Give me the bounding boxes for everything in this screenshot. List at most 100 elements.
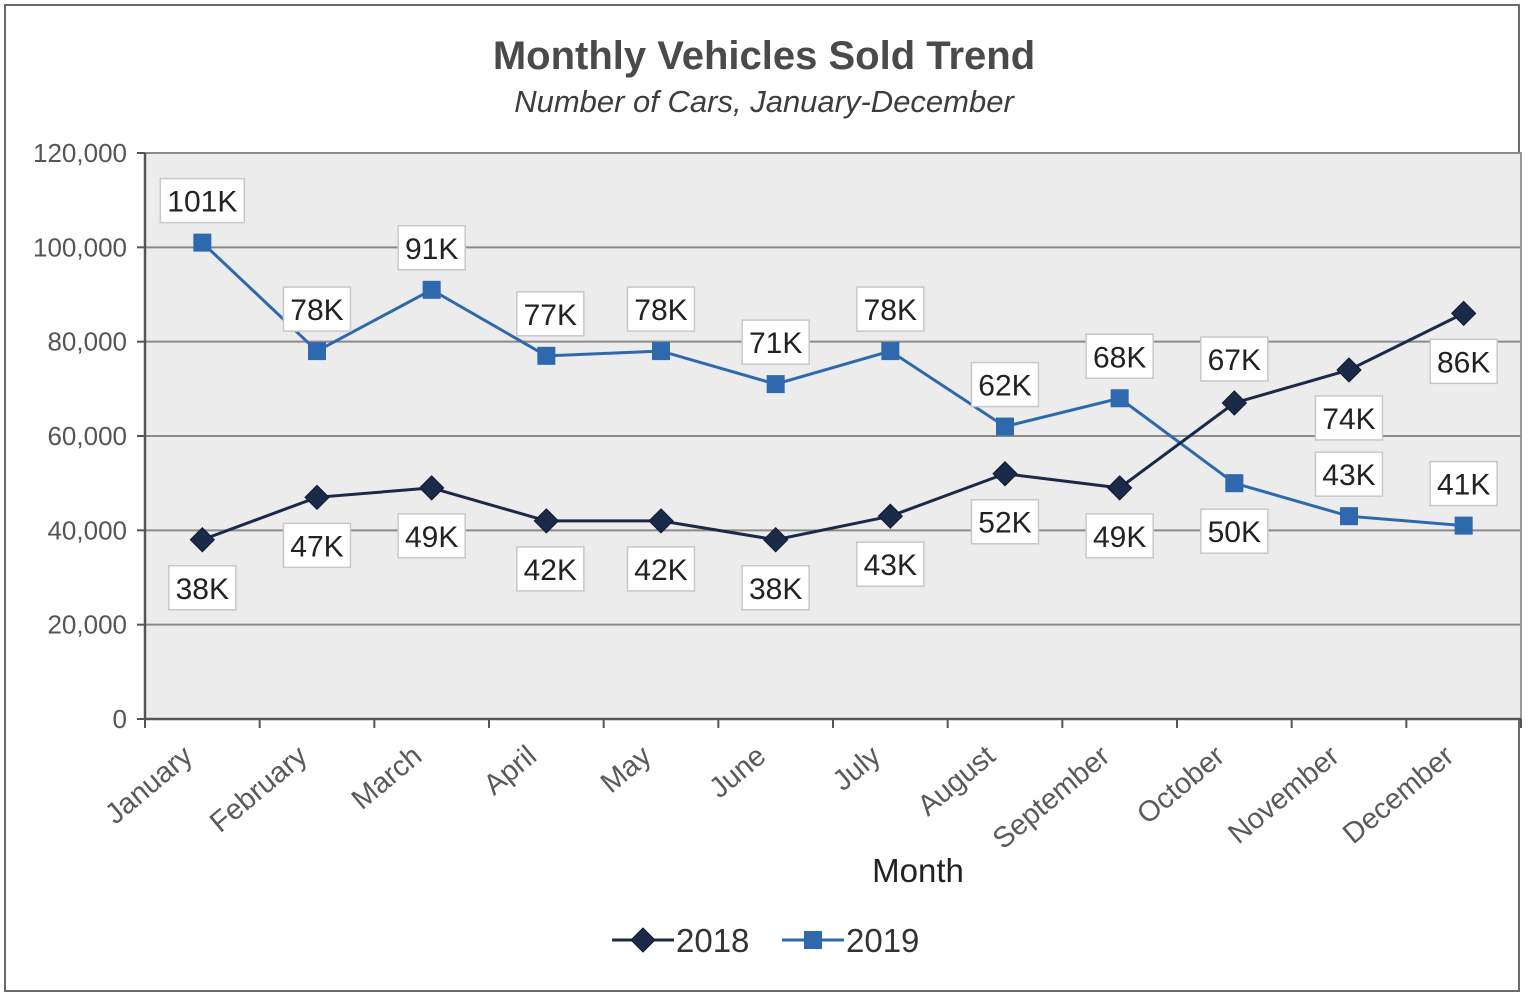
- point-2019: [1225, 474, 1244, 493]
- x-tick-label: October: [1131, 740, 1231, 831]
- point-2019: [308, 342, 326, 361]
- data-label-2018-box: [1314, 395, 1384, 441]
- data-label-2018: 38K: [176, 573, 229, 606]
- data-label-2018-box: [516, 546, 585, 592]
- data-label-2019-box: [741, 319, 810, 365]
- data-label-2018: 42K: [634, 554, 687, 587]
- legend-marker-2018: [630, 927, 656, 953]
- point-2019: [1110, 389, 1129, 408]
- data-label-2018: 86K: [1437, 346, 1490, 379]
- data-label-2018: 42K: [524, 554, 577, 587]
- data-label-2018-box: [397, 513, 466, 559]
- data-label-2019-box: [1085, 333, 1154, 380]
- y-tick-label: 60,000: [47, 421, 127, 451]
- point-2018: [1336, 357, 1362, 383]
- x-axis-title: Month: [872, 852, 964, 889]
- data-label-2019-box: [516, 291, 585, 337]
- point-2018: [304, 484, 330, 511]
- point-2018: [762, 527, 789, 553]
- data-label-2019-box: [856, 286, 925, 332]
- legend-label-2019: 2019: [846, 922, 919, 959]
- x-tick-label: November: [1222, 740, 1345, 851]
- x-tick-label: June: [703, 740, 772, 805]
- data-label-2018-box: [168, 565, 237, 611]
- chart-title: Monthly Vehicles Sold Trend: [492, 34, 1036, 78]
- x-tick-label: February: [204, 740, 314, 839]
- data-label-2019: 68K: [1093, 341, 1146, 374]
- data-label-2018: 67K: [1208, 344, 1261, 377]
- point-2019: [193, 233, 212, 252]
- data-label-2019-box: [970, 361, 1040, 408]
- data-label-2018: 49K: [1093, 521, 1146, 554]
- x-tick-label: January: [99, 740, 199, 831]
- data-label-2019-box: [1314, 451, 1384, 497]
- data-label-2018: 74K: [1322, 403, 1375, 436]
- point-2018: [533, 508, 560, 534]
- data-label-2018: 52K: [978, 507, 1031, 540]
- point-2018: [1221, 390, 1248, 416]
- data-label-2019-box: [282, 286, 352, 332]
- data-label-2018-box: [1200, 336, 1269, 382]
- x-tick-label: July: [827, 740, 887, 798]
- data-label-2019-box: [159, 177, 246, 224]
- point-2019: [537, 346, 556, 365]
- data-label-2019: 101K: [167, 186, 237, 219]
- series-line-2018: [201, 312, 1465, 542]
- point-2019: [1454, 516, 1473, 535]
- data-label-2018-box: [626, 546, 696, 592]
- point-2018: [648, 508, 674, 534]
- data-label-2018-box: [1429, 338, 1498, 385]
- data-label-2018-box: [282, 522, 352, 569]
- data-label-2018-box: [1085, 513, 1154, 559]
- data-label-2019: 78K: [864, 294, 917, 327]
- series-line-2019: [201, 241, 1464, 528]
- data-label-2018-box: [741, 565, 810, 611]
- x-tick-label: December: [1337, 740, 1460, 851]
- data-label-2018: 38K: [749, 573, 802, 606]
- point-2019: [766, 375, 785, 394]
- data-label-2019: 78K: [634, 294, 687, 327]
- data-label-2019: 62K: [978, 370, 1031, 403]
- y-tick-label: 0: [113, 704, 127, 734]
- data-label-2018-box: [856, 541, 925, 587]
- x-tick-label: May: [595, 740, 658, 800]
- x-tick-label: April: [478, 740, 543, 802]
- data-label-2018: 47K: [290, 530, 343, 563]
- y-tick-label: 120,000: [33, 138, 127, 168]
- y-tick-label: 40,000: [47, 515, 127, 545]
- point-2018: [992, 461, 1018, 487]
- data-label-2019-box: [397, 225, 466, 271]
- point-2018: [877, 503, 904, 529]
- data-label-2018-box: [970, 498, 1040, 545]
- data-label-2019-box: [1429, 460, 1498, 507]
- point-2019: [652, 342, 670, 361]
- point-2019: [881, 342, 900, 361]
- data-label-2019-box: [626, 286, 696, 332]
- x-tick-label: August: [912, 740, 1002, 823]
- data-label-2018: 49K: [405, 521, 458, 554]
- point-2019: [422, 280, 441, 299]
- point-2019: [1340, 507, 1358, 526]
- y-tick-label: 20,000: [47, 610, 127, 640]
- chart-subtitle: Number of Cars, January-December: [514, 84, 1014, 119]
- data-label-2019: 91K: [405, 233, 458, 266]
- data-label-2018: 43K: [864, 549, 917, 582]
- data-label-2019: 71K: [749, 327, 802, 360]
- data-label-2019-box: [1200, 508, 1269, 554]
- data-label-2019: 77K: [524, 299, 577, 332]
- data-label-2019: 78K: [290, 294, 343, 327]
- y-tick-label: 80,000: [47, 327, 127, 357]
- data-label-2019: 43K: [1322, 459, 1375, 492]
- point-2018: [1106, 475, 1133, 501]
- x-tick-label: September: [987, 740, 1117, 856]
- x-tick-label: March: [346, 740, 428, 816]
- legend-label-2018: 2018: [676, 922, 749, 959]
- data-label-2019: 41K: [1437, 469, 1490, 502]
- point-2018: [189, 527, 216, 553]
- y-tick-label: 100,000: [33, 232, 127, 262]
- point-2018: [1450, 300, 1477, 327]
- legend-marker-2019: [804, 931, 822, 949]
- point-2018: [418, 475, 445, 501]
- point-2019: [996, 417, 1014, 436]
